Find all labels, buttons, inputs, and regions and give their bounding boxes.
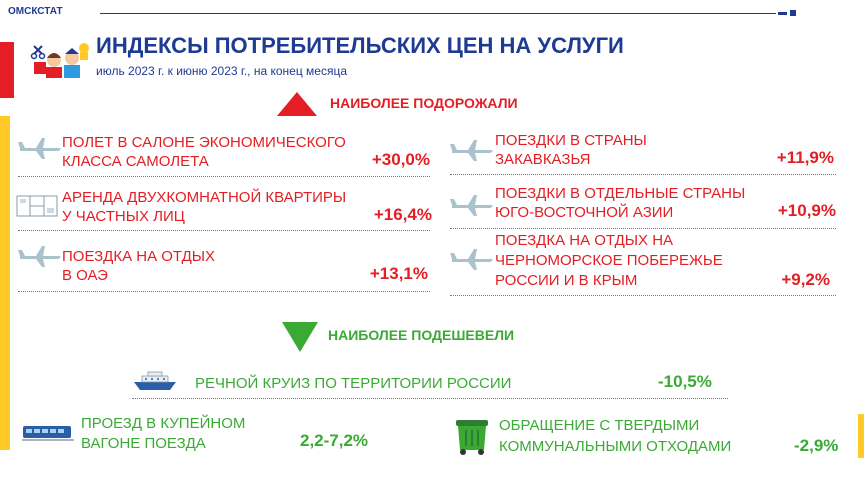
item-uae-label-1: ПОЕЗДКА НА ОТДЫХ [62,248,216,265]
left-yellow-accent [0,116,10,450]
left-red-accent [0,42,14,98]
item-sea-value: +10,9% [777,201,836,220]
ship-icon [132,370,178,392]
separator [450,228,836,229]
item-transcaucasia-label-1: ПОЕЗДКИ В СТРАНЫ [495,132,647,149]
org-name: ОМСКСТАТ [8,6,63,17]
separator [450,174,836,175]
separator [450,295,836,296]
header-divider-dash [778,12,787,15]
separator [18,291,430,292]
item-cruise-label: РЕЧНОЙ КРУИЗ ПО ТЕРРИТОРИИ РОССИИ [195,375,512,392]
item-blacksea-label-2: ЧЕРНОМОРСКОЕ ПОБЕРЕЖЬЕ [495,252,723,269]
floor-plan-icon [16,195,58,217]
item-sea-label-2: ЮГО-ВОСТОЧНОЙ АЗИИ [495,204,674,221]
item-train-label-2: ВАГОНЕ ПОЕЗДА [81,435,206,452]
airplane-icon [18,244,62,268]
header-divider-square [790,10,796,16]
item-train-value: 2,2-7,2% [300,431,369,450]
decreased-heading: НАИБОЛЕЕ ПОДЕШЕВЕЛИ [328,327,515,343]
airplane-icon [450,247,494,271]
airplane-icon [450,193,494,217]
item-airfare-label-2: КЛАССА САМОЛЕТА [62,153,209,170]
item-rent-label-1: АРЕНДА ДВУХКОМНАТНОЙ КВАРТИРЫ [62,189,347,206]
item-waste-label-2: КОММУНАЛЬНЫМИ ОТХОДАМИ [499,438,732,455]
item-uae-value: +13,1% [369,264,428,283]
separator [132,398,728,399]
trash-container-icon [454,418,490,456]
triangle-up-icon [277,92,317,116]
increased-heading: НАИБОЛЕЕ ПОДОРОЖАЛИ [330,95,518,111]
airplane-icon [450,138,494,162]
item-cruise-value: -10,5% [658,372,712,391]
item-blacksea-value: +9,2% [781,270,830,289]
item-uae-label-2: В ОАЭ [62,267,108,284]
item-airfare-label-1: ПОЛЕТ В САЛОНЕ ЭКОНОМИЧЕСКОГО [62,134,346,151]
page-title: ИНДЕКСЫ ПОТРЕБИТЕЛЬСКИХ ЦЕН НА УСЛУГИ [96,33,624,58]
item-train-label-1: ПРОЕЗД В КУПЕЙНОМ [81,415,246,432]
train-icon [22,424,74,442]
people-services-icon [30,38,92,78]
item-blacksea-label-1: ПОЕЗДКА НА ОТДЫХ НА [495,232,674,249]
item-transcaucasia-label-2: ЗАКАВКАЗЬЯ [495,151,591,168]
item-sea-label-1: ПОЕЗДКИ В ОТДЕЛЬНЫЕ СТРАНЫ [495,185,746,202]
item-blacksea-label-3: РОССИИ И В КРЫМ [495,272,638,289]
item-rent-label-2: У ЧАСТНЫХ ЛИЦ [62,208,185,225]
item-airfare-value: +30,0% [371,150,430,169]
item-transcaucasia-value: +11,9% [776,148,834,167]
right-yellow-accent [858,414,864,458]
header-divider [100,13,776,14]
item-waste-value: -2,9% [794,436,839,455]
page-subtitle: июль 2023 г. к июню 2023 г., на конец ме… [96,64,347,78]
triangle-down-icon [282,322,318,352]
item-waste-label-1: ОБРАЩЕНИЕ С ТВЕРДЫМИ [499,417,700,434]
item-rent-value: +16,4% [373,205,432,224]
airplane-icon [18,136,62,160]
separator [18,230,430,231]
separator [18,176,430,177]
